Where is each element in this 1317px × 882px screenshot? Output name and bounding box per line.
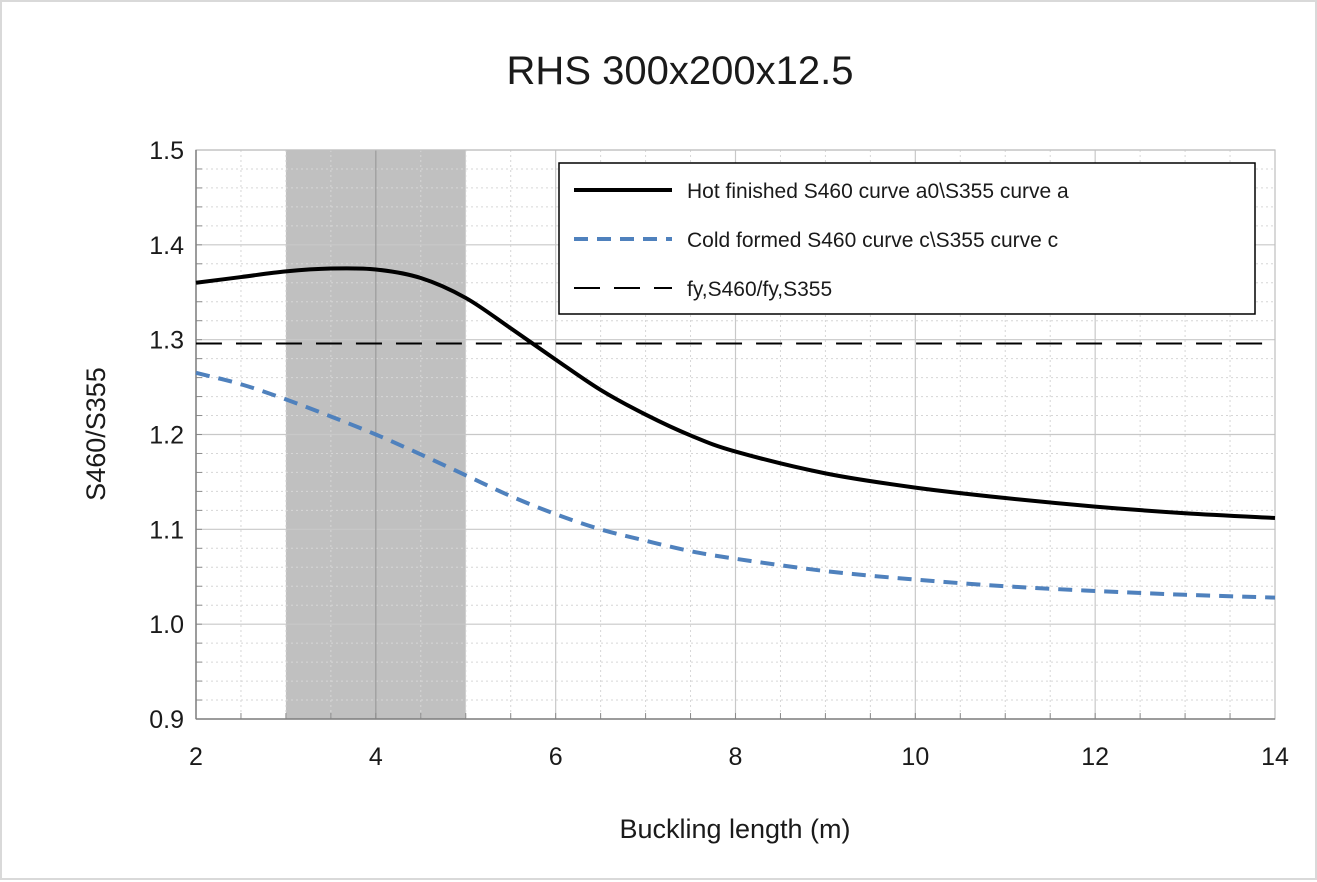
series-cold-formed bbox=[195, 370, 1276, 600]
legend-label-cold-formed: Cold formed S460 curve c\S355 curve c bbox=[687, 229, 1058, 252]
series-layer bbox=[195, 266, 1276, 600]
x-tick-label: 8 bbox=[729, 743, 743, 771]
y-tick-label: 1.0 bbox=[149, 611, 184, 639]
chart-title: RHS 300x200x12.5 bbox=[507, 49, 854, 93]
y-tick-label: 1.5 bbox=[149, 137, 184, 165]
y-tick-label: 1.2 bbox=[149, 422, 184, 450]
legend-label-yield-ratio: fy,S460/fy,S355 bbox=[687, 278, 832, 301]
y-tick-label: 1.4 bbox=[149, 232, 184, 260]
series-hot-finished bbox=[195, 266, 1276, 520]
legend-label-hot-finished: Hot finished S460 curve a0\S355 curve a bbox=[687, 180, 1069, 203]
x-axis-label: Buckling length (m) bbox=[619, 814, 850, 844]
y-axis-label: S460/S355 bbox=[81, 367, 111, 501]
x-tick-label: 2 bbox=[189, 743, 203, 771]
legend: Hot finished S460 curve a0\S355 curve a … bbox=[558, 162, 1256, 315]
x-tick-label: 14 bbox=[1261, 743, 1289, 771]
y-tick-label: 1.1 bbox=[149, 516, 184, 544]
y-tick-label: 0.9 bbox=[149, 706, 184, 734]
legend-box bbox=[558, 162, 1256, 315]
tick-label-layer: 0.9 1.0 1.1 1.2 1.3 1.4 1.5 2 4 6 8 10 12 14 bbox=[149, 137, 1289, 771]
x-tick-label: 12 bbox=[1081, 743, 1109, 771]
axis-layer bbox=[195, 149, 1276, 720]
x-tick-label: 10 bbox=[901, 743, 929, 771]
x-tick-label: 6 bbox=[549, 743, 563, 771]
y-tick-label: 1.3 bbox=[149, 327, 184, 355]
x-tick-label: 4 bbox=[369, 743, 383, 771]
